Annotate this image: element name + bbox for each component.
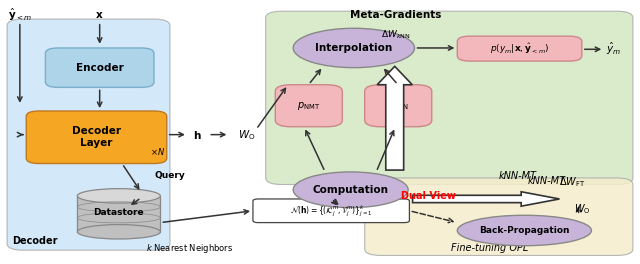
Text: $W_{\mathrm{O}}$: $W_{\mathrm{O}}$ <box>573 202 590 216</box>
Ellipse shape <box>458 215 591 246</box>
Text: $\Delta W_{\mathrm{FT}}$: $\Delta W_{\mathrm{FT}}$ <box>559 175 586 189</box>
Text: kNN-MT: kNN-MT <box>528 176 566 186</box>
FancyBboxPatch shape <box>275 85 342 127</box>
Text: Decoder: Decoder <box>12 236 58 246</box>
Text: Encoder: Encoder <box>76 63 124 73</box>
Polygon shape <box>377 66 412 170</box>
Text: Interpolation: Interpolation <box>316 43 392 53</box>
Text: $k$ Nearest Neighbors: $k$ Nearest Neighbors <box>145 242 233 255</box>
Ellipse shape <box>77 189 161 203</box>
Text: $\mathcal{N}(\mathbf{h}) = \{(\mathcal{K}_j^m, \mathcal{V}_j^m)\}_{j=1}^k$: $\mathcal{N}(\mathbf{h}) = \{(\mathcal{K… <box>290 203 372 219</box>
Ellipse shape <box>77 225 161 239</box>
Text: Fine-tuning OPL: Fine-tuning OPL <box>451 243 528 253</box>
Ellipse shape <box>293 28 415 68</box>
Text: Datastore: Datastore <box>93 208 144 217</box>
FancyBboxPatch shape <box>266 11 633 185</box>
FancyBboxPatch shape <box>7 19 170 250</box>
FancyBboxPatch shape <box>365 178 633 256</box>
Text: $\mathbf{h}$: $\mathbf{h}$ <box>193 129 202 141</box>
Text: Query: Query <box>154 171 186 180</box>
Text: Dual View: Dual View <box>401 191 456 201</box>
Text: $\mathbf{x}$: $\mathbf{x}$ <box>95 10 104 20</box>
FancyBboxPatch shape <box>45 48 154 87</box>
Text: $p_{k\mathrm{NN}}$: $p_{k\mathrm{NN}}$ <box>387 100 409 112</box>
Text: kNN-MT: kNN-MT <box>499 171 537 181</box>
Text: $\times N$: $\times N$ <box>150 146 164 157</box>
Text: $p(y_m|\mathbf{x}, \hat{\mathbf{y}}_{<m})$: $p(y_m|\mathbf{x}, \hat{\mathbf{y}}_{<m}… <box>490 41 549 56</box>
Text: $\Delta W_{k\mathrm{NN}}$: $\Delta W_{k\mathrm{NN}}$ <box>381 29 410 41</box>
Text: $p_{\mathrm{NMT}}$: $p_{\mathrm{NMT}}$ <box>297 100 321 112</box>
FancyBboxPatch shape <box>26 111 167 163</box>
Ellipse shape <box>293 172 408 208</box>
FancyBboxPatch shape <box>77 196 161 232</box>
Text: Decoder
Layer: Decoder Layer <box>72 126 121 148</box>
Text: Back-Propagation: Back-Propagation <box>479 226 570 235</box>
FancyBboxPatch shape <box>253 199 410 223</box>
Text: $\hat{\mathbf{y}}_{<m}$: $\hat{\mathbf{y}}_{<m}$ <box>8 7 32 23</box>
FancyBboxPatch shape <box>458 36 582 61</box>
Polygon shape <box>413 192 559 206</box>
Text: $\hat{y}_m$: $\hat{y}_m$ <box>606 41 621 58</box>
Text: Computation: Computation <box>313 185 388 195</box>
FancyBboxPatch shape <box>365 85 432 127</box>
Text: $W_{\mathrm{O}}$: $W_{\mathrm{O}}$ <box>238 128 255 142</box>
Text: Meta-Gradients: Meta-Gradients <box>349 10 441 20</box>
